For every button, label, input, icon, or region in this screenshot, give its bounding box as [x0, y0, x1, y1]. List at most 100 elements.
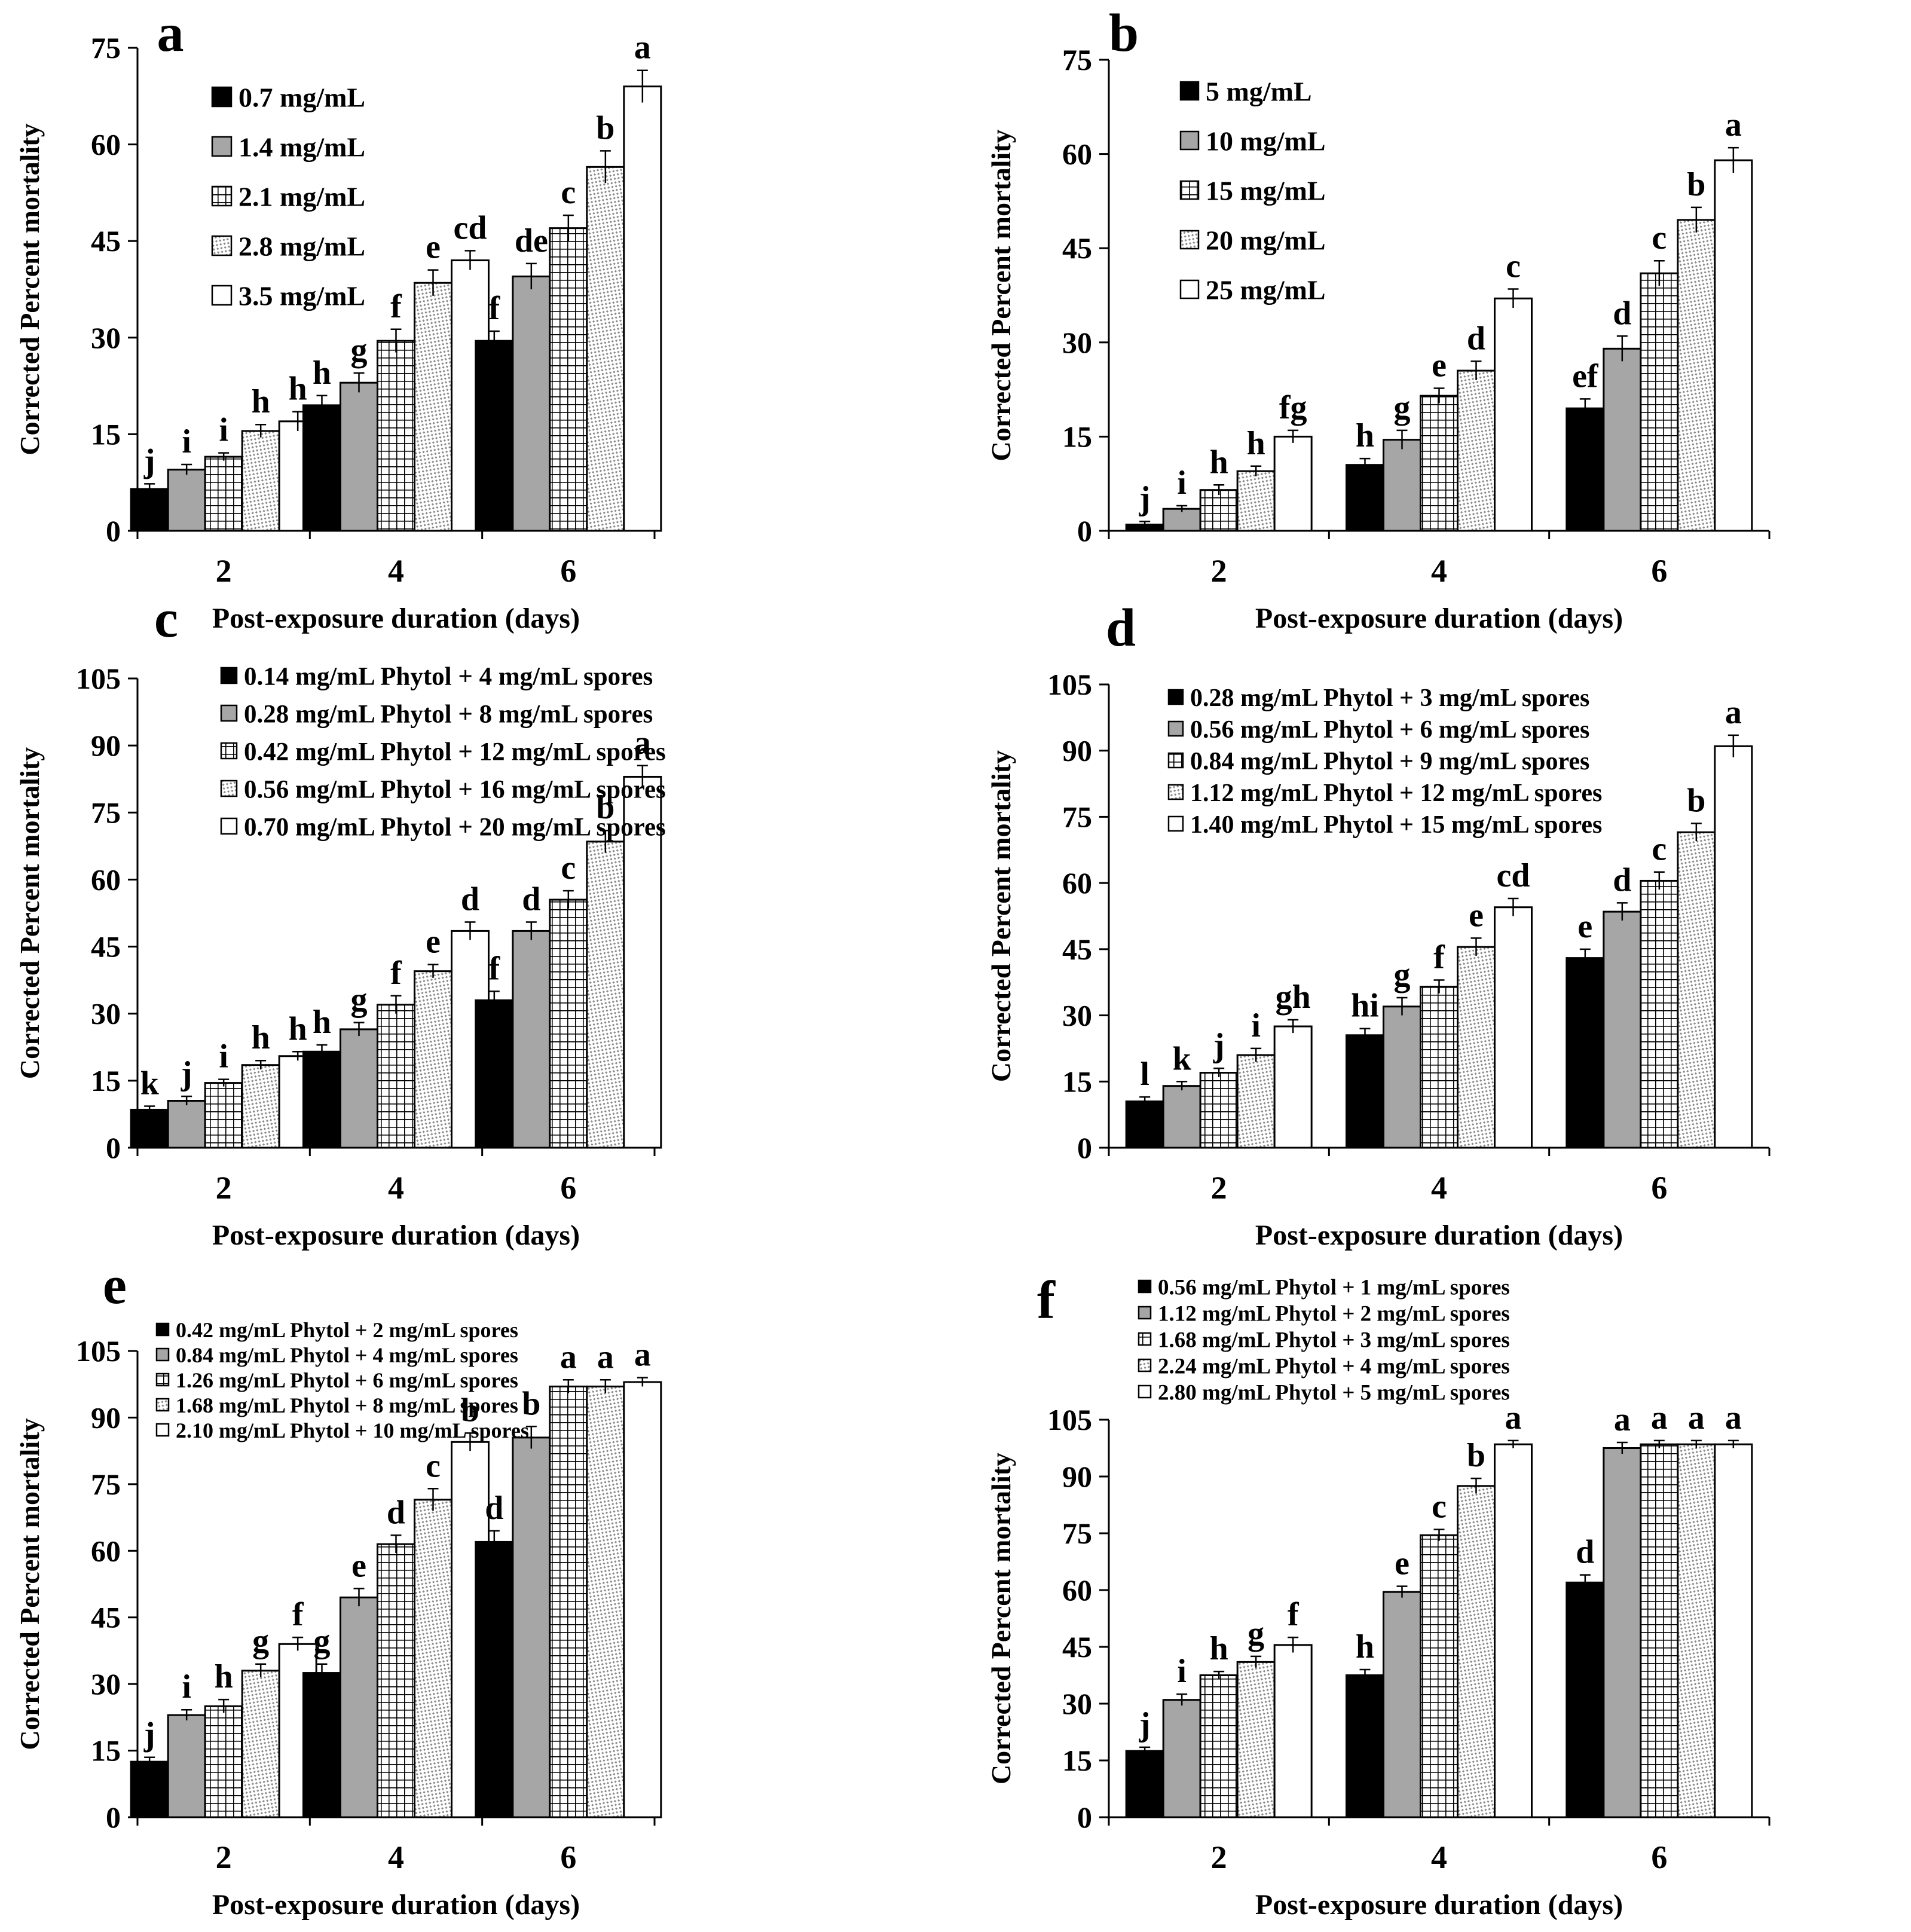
bar-series-4-day-6	[1677, 1443, 1716, 1818]
legend-label: 2.8 mg/mL	[239, 231, 365, 262]
x-tick-label: 2	[216, 1839, 232, 1875]
y-tick-label: 75	[1062, 43, 1092, 77]
significance-letter: i	[1177, 464, 1187, 502]
legend-label: 0.42 mg/mL Phytol + 2 mg/mL spores	[176, 1318, 518, 1342]
y-tick-label: 90	[91, 1401, 121, 1434]
y-tick-label: 15	[91, 1734, 121, 1768]
bar-series-2-day-4	[340, 1028, 378, 1149]
bar-series-4-day-6	[586, 840, 625, 1149]
legend-swatch	[1138, 1384, 1152, 1399]
y-axis-label: Corrected Percent mortality	[986, 750, 1016, 1082]
x-tick-label: 2	[1211, 553, 1227, 589]
significance-letter: f	[292, 1596, 304, 1633]
bar-series-1-day-6	[475, 1540, 514, 1818]
significance-letter: e	[1432, 347, 1447, 384]
bar-series-4-day-2	[241, 1064, 280, 1149]
y-tick-label: 0	[106, 1800, 121, 1834]
bar-series-1-day-6	[1566, 1581, 1605, 1818]
legend-swatch	[220, 742, 238, 760]
x-tick-label: 4	[388, 1170, 404, 1206]
significance-letter: g	[351, 332, 368, 369]
bar-series-2-day-6	[1603, 910, 1642, 1149]
significance-letter: j	[1139, 1706, 1151, 1743]
legend-label: 0.84 mg/mL Phytol + 4 mg/mL spores	[176, 1343, 518, 1367]
significance-letter: e	[1577, 908, 1592, 945]
y-tick-label: 60	[1062, 137, 1092, 171]
significance-letter: i	[219, 412, 228, 449]
bar-series-4-day-6	[1677, 831, 1716, 1149]
x-tick-label: 6	[1651, 1170, 1667, 1206]
significance-letter: c	[1432, 1488, 1447, 1526]
panel-title: e	[103, 1256, 127, 1315]
significance-letter: d	[1613, 861, 1631, 898]
legend-swatch	[1179, 180, 1200, 200]
y-tick-label: 45	[1062, 1630, 1092, 1664]
significance-letter: b	[461, 1392, 479, 1429]
x-tick-label: 6	[560, 1839, 576, 1875]
legend-label: 20 mg/mL	[1206, 225, 1326, 256]
x-tick-label: 6	[560, 1170, 576, 1206]
legend-swatch	[220, 779, 238, 797]
significance-letter: h	[313, 1004, 331, 1041]
significance-letter: i	[182, 423, 191, 460]
bar-series-3-day-6	[1640, 272, 1679, 532]
significance-letter: d	[485, 1490, 503, 1527]
significance-letter: k	[140, 1065, 160, 1102]
legend-swatch	[1167, 689, 1184, 705]
significance-letter: fg	[1279, 389, 1307, 426]
bar-series-4-day-6	[586, 1385, 625, 1818]
legend-swatch	[155, 1398, 170, 1412]
significance-letter: a	[1688, 1399, 1705, 1436]
bar-series-1-day-2	[130, 1108, 169, 1149]
legend-swatch	[1138, 1306, 1152, 1320]
bar-series-3-day-6	[549, 227, 588, 532]
significance-letter: de	[515, 222, 548, 259]
bar-series-3-day-4	[377, 340, 415, 532]
significance-letter: g	[1394, 956, 1411, 993]
significance-letter: j	[1139, 480, 1151, 517]
y-tick-label: 30	[91, 1667, 121, 1701]
significance-letter: g	[1247, 1615, 1264, 1652]
x-axis-label: Post-exposure duration (days)	[1255, 603, 1623, 634]
bar-series-1-day-2	[1125, 1100, 1164, 1149]
y-tick-label: 75	[91, 796, 121, 829]
legend-swatch	[1138, 1358, 1152, 1372]
bar-series-1-day-6	[475, 999, 514, 1149]
legend-swatch	[1138, 1279, 1152, 1294]
significance-letter: a	[634, 724, 651, 762]
legend-label: 1.4 mg/mL	[239, 132, 365, 163]
bar-series-4-day-4	[414, 1499, 452, 1818]
significance-letter: k	[1173, 1040, 1192, 1077]
bar-series-2-day-4	[1383, 1005, 1421, 1149]
x-axis-label: Post-exposure duration (days)	[212, 1889, 580, 1921]
y-tick-label: 90	[1062, 734, 1092, 768]
y-tick-label: 105	[1047, 1403, 1092, 1436]
significance-letter: a	[634, 1337, 651, 1374]
significance-letter: c	[1506, 247, 1521, 285]
y-axis-label: Corrected Percent mortality	[14, 123, 45, 455]
legend-swatch	[211, 136, 233, 157]
y-tick-label: 0	[1077, 514, 1092, 548]
y-tick-label: 60	[1062, 1573, 1092, 1607]
legend-swatch	[155, 1372, 170, 1387]
y-tick-label: 15	[91, 1064, 121, 1098]
chart-panel-b: b 0 15 30 45 60 75 Corrected Percent mortality j…	[986, 4, 1771, 634]
bar-series-2-day-4	[340, 1596, 378, 1818]
significance-letter: c	[426, 1447, 441, 1484]
significance-letter: h	[1356, 417, 1374, 454]
bar-series-2-day-2	[1162, 1085, 1201, 1149]
legend-swatch	[1167, 752, 1184, 769]
legend-swatch	[1167, 815, 1184, 832]
x-axis-label: Post-exposure duration (days)	[1255, 1219, 1623, 1251]
x-tick-label: 2	[216, 553, 232, 589]
significance-letter: h	[313, 354, 331, 392]
significance-letter: f	[390, 288, 402, 325]
x-tick-label: 4	[388, 1839, 404, 1875]
legend-swatch	[155, 1347, 170, 1362]
bar-series-1-day-6	[1566, 407, 1605, 532]
significance-letter: h	[289, 371, 307, 408]
significance-letter: i	[1251, 1007, 1261, 1044]
legend-label: 0.42 mg/mL Phytol + 12 mg/mL spores	[244, 738, 666, 766]
